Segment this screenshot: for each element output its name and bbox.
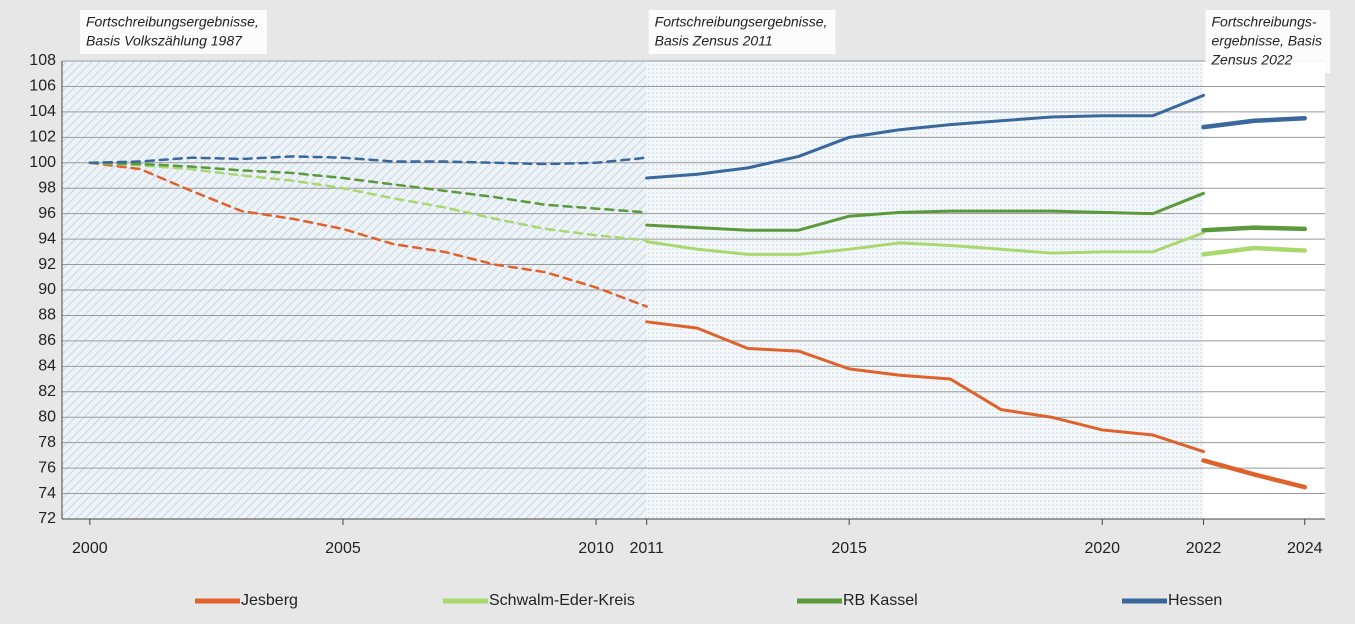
series-line xyxy=(645,93,1206,180)
y-tick-label: 76 xyxy=(38,459,56,476)
y-tick-label: 78 xyxy=(38,434,56,451)
series-line xyxy=(645,320,1206,454)
y-tick-label: 90 xyxy=(38,281,56,298)
legend-label: RB Kassel xyxy=(843,592,918,609)
legend-label: Hessen xyxy=(1168,592,1222,609)
y-tick-label: 74 xyxy=(38,485,56,502)
series-line xyxy=(645,231,1206,256)
series-line xyxy=(88,161,648,214)
y-tick-label: 84 xyxy=(38,358,56,375)
period-label-box xyxy=(80,10,267,54)
period-label-line: Zensus 2022 xyxy=(1211,52,1293,68)
period-label-line: Basis Zensus 2011 xyxy=(655,33,773,49)
period-label-line: Fortschreibungsergebnisse, xyxy=(86,14,259,30)
y-tick-label: 100 xyxy=(29,154,56,171)
period-label-box xyxy=(1205,10,1331,73)
x-tick-label: 2000 xyxy=(72,540,108,557)
y-tick-label: 80 xyxy=(38,408,56,425)
series-line xyxy=(1201,458,1307,490)
x-tick-label: 2015 xyxy=(831,540,867,557)
y-tick-label: 94 xyxy=(38,230,56,247)
legend-label: Jesberg xyxy=(241,592,298,609)
period-label-line: Basis Volkszählung 1987 xyxy=(86,33,243,49)
legend-label: Schwalm-Eder-Kreis xyxy=(489,592,635,609)
series-line xyxy=(88,161,648,242)
x-tick-label: 2024 xyxy=(1287,540,1323,557)
x-tick-label: 2011 xyxy=(629,540,664,557)
y-tick-label: 106 xyxy=(29,78,56,95)
y-tick-label: 92 xyxy=(38,256,56,273)
period-label-line: Fortschreibungsergebnisse, xyxy=(655,14,828,30)
period-label-line: ergebnisse, Basis xyxy=(1212,33,1323,49)
y-tick-label: 108 xyxy=(29,52,56,69)
y-tick-label: 96 xyxy=(38,205,56,222)
series-line xyxy=(645,191,1206,232)
series-line xyxy=(88,155,648,166)
period-label-line: Fortschreibungs- xyxy=(1212,14,1317,30)
y-tick-label: 98 xyxy=(38,179,56,196)
period-label: Fortschreibungsergebnisse, Basis Volkszäh… xyxy=(80,10,267,54)
period-label: Fortschreibungs-ergebnisse, Basis Zensus … xyxy=(1205,10,1331,73)
series-line xyxy=(88,161,648,308)
y-tick-label: 82 xyxy=(38,383,56,400)
y-tick-label: 102 xyxy=(29,129,56,146)
x-tick-label: 2022 xyxy=(1186,540,1222,557)
y-tick-label: 88 xyxy=(38,307,56,324)
y-tick-label: 72 xyxy=(38,510,56,527)
x-tick-label: 2010 xyxy=(578,540,614,557)
x-tick-label: 2020 xyxy=(1084,540,1120,557)
y-tick-label: 104 xyxy=(29,103,56,120)
series-line xyxy=(1201,116,1307,130)
series-line xyxy=(1201,225,1307,233)
x-tick-label: 2005 xyxy=(325,540,361,557)
series-line xyxy=(1201,245,1307,257)
period-label: Fortschreibungsergebnisse, Basis Zensus 2… xyxy=(648,10,836,54)
period-label-box xyxy=(648,10,836,54)
y-tick-label: 86 xyxy=(38,332,56,349)
